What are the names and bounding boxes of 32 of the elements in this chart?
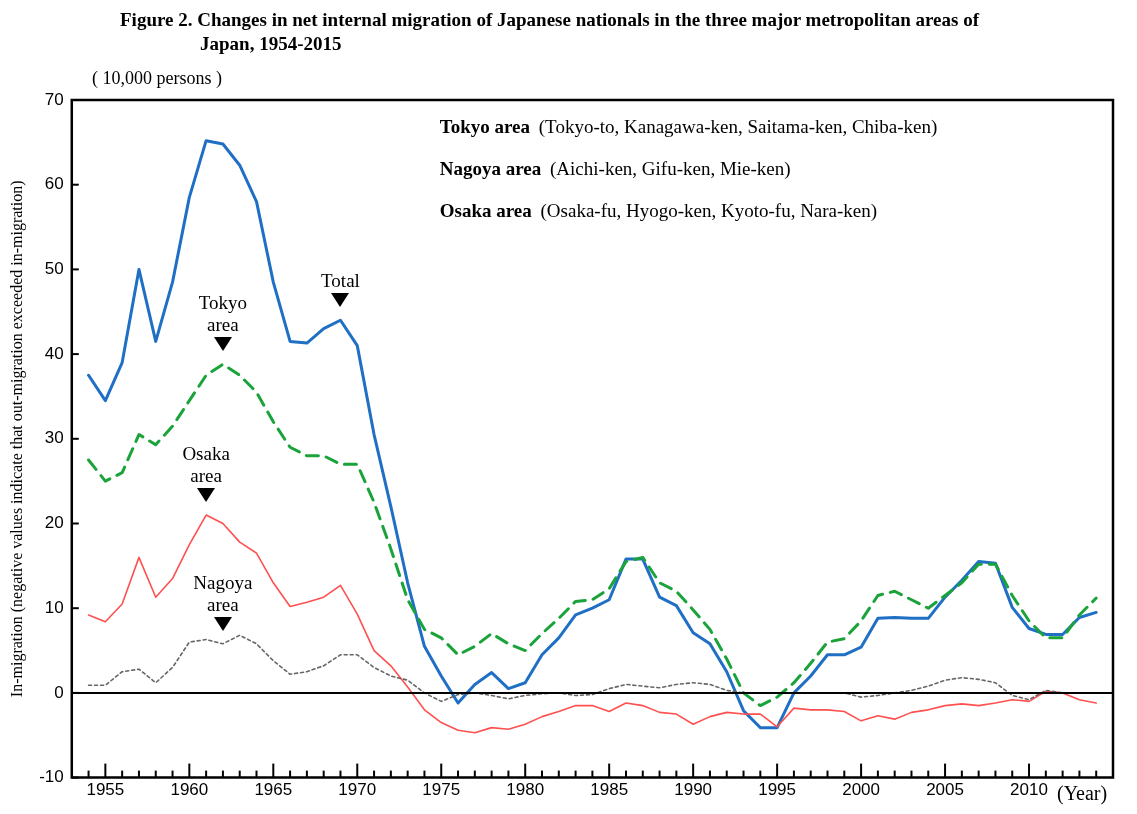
annotation: Nagoya area (Aichi-ken, Gifu-ken, Mie-ken) (439, 157, 791, 180)
y-tick-label: 0 (54, 682, 64, 702)
x-tick-label: 2005 (926, 780, 964, 800)
y-tick-label: 50 (44, 259, 64, 279)
y-tick-label: -10 (39, 767, 64, 787)
y-tick-label: 60 (44, 174, 64, 194)
x-tick-label: 1985 (590, 780, 629, 800)
chart-subtitle: ( 10,000 persons ) (92, 68, 222, 89)
annotation: Nagoya area (193, 571, 254, 615)
x-tick-label: 1965 (254, 780, 293, 800)
y-tick-label: 10 (44, 597, 64, 617)
x-tick-label: 1975 (422, 780, 461, 800)
x-tick-label: 1970 (338, 780, 377, 800)
x-tick-label: 1955 (86, 780, 125, 800)
x-tick-label: 1980 (506, 780, 545, 800)
annotation: Tokyo area (198, 292, 248, 336)
y-tick-label: 20 (44, 513, 64, 533)
y-tick-label: 70 (44, 89, 64, 109)
x-axis-title: (Year) (1057, 781, 1108, 805)
annotation: Osaka area (182, 443, 231, 487)
x-tick-label: 2000 (842, 780, 880, 800)
annotation: Total (321, 270, 360, 292)
x-tick-label: 1960 (170, 780, 209, 800)
y-tick-label: 40 (44, 343, 64, 363)
annotation: Tokyo area (Tokyo-to, Kanagawa-ken, Saitama-ken, Chiba-ken) (439, 115, 938, 138)
annotation: Osaka area (Osaka-fu, Hyogo-ken, Kyoto-fu, Nara-ken) (439, 199, 878, 222)
y-tick-label: 30 (44, 428, 64, 448)
x-tick-label: 1995 (758, 780, 797, 800)
y-axis-title: In-migration (negative values indicate that out-migration exceeded in-migration) (7, 180, 26, 698)
x-tick-label: 2010 (1010, 780, 1048, 800)
x-tick-label: 1990 (674, 780, 713, 800)
chart-title: Figure 2. Changes in net internal migration of Japanese nationals in the three major metropolitan areas of Japan, 1954-2015 (120, 8, 981, 56)
